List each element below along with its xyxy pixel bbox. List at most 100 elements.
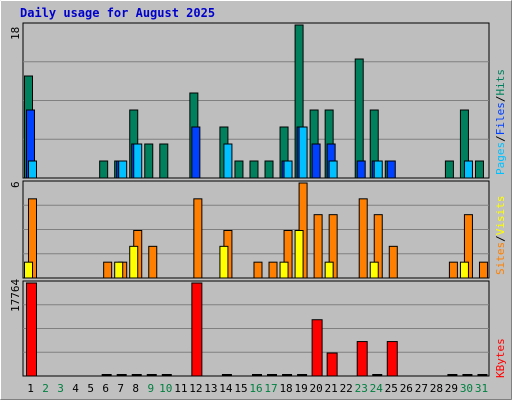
- legend-sep-3: /: [494, 235, 507, 242]
- legend-sep-1: /: [494, 135, 507, 142]
- x-tick-day-11: 11: [174, 382, 187, 395]
- visits-bar-day-1: [24, 261, 33, 279]
- sites-bar-day-25: [388, 245, 398, 279]
- kbytes-bar-day-17: [267, 374, 278, 376]
- kbytes-bar-day-31: [477, 374, 488, 376]
- x-tick-day-6: 6: [102, 382, 109, 395]
- x-tick-day-25: 25: [385, 382, 398, 395]
- visits-bar-day-18: [279, 261, 289, 279]
- sites-bar-day-9: [148, 245, 158, 279]
- legend-hits: Hits: [494, 69, 507, 96]
- legend-visits: Visits: [494, 196, 507, 236]
- pages-bar-day-24: [373, 160, 383, 179]
- kbytes-bar-day-9: [146, 374, 157, 376]
- visits-bar-day-14: [219, 245, 229, 279]
- visits-bar-day-21: [324, 261, 334, 279]
- hits-bar-day-15: [234, 160, 244, 179]
- kbytes-bar-day-8: [131, 374, 142, 376]
- legend-pages: Pages: [494, 142, 507, 175]
- x-tick-day-20: 20: [310, 382, 323, 395]
- visits-bar-day-7: [114, 261, 124, 279]
- kbytes-bar-day-6: [101, 374, 112, 376]
- x-tick-day-4: 4: [72, 382, 79, 395]
- files-bar-day-12: [191, 126, 201, 179]
- kbytes-bar-day-7: [116, 374, 127, 376]
- kbytes-bar-day-29: [447, 374, 458, 376]
- legend-sites: Sites: [494, 242, 507, 275]
- x-tick-day-5: 5: [87, 382, 94, 395]
- hits-files-pages-panel: [22, 22, 490, 179]
- x-tick-day-18: 18: [279, 382, 292, 395]
- hits-bar-day-31: [474, 160, 484, 179]
- x-tick-day-15: 15: [234, 382, 247, 395]
- x-tick-day-16: 16: [249, 382, 262, 395]
- chart-title: Daily usage for August 2025: [20, 6, 215, 20]
- sites-ymax-label: 6: [9, 181, 22, 188]
- pages-bar-day-19: [298, 126, 308, 179]
- sites-visits-panel: [22, 180, 490, 279]
- sites-bar-day-17: [268, 261, 278, 279]
- sites-bar-day-23: [358, 198, 368, 279]
- visits-bar-day-24: [369, 261, 379, 279]
- pages-bar-day-30: [463, 160, 473, 179]
- kbytes-bar-day-25: [386, 341, 398, 377]
- kbytes-bar-day-30: [462, 374, 473, 376]
- kbytes-panel: [22, 280, 490, 377]
- kbytes-bar-day-16: [251, 374, 262, 376]
- legend-sites-visits: Sites/Visits: [494, 196, 507, 276]
- files-bar-day-25: [386, 160, 396, 179]
- x-tick-day-30: 30: [460, 382, 473, 395]
- x-tick-day-10: 10: [159, 382, 172, 395]
- files-bar-day-20: [311, 143, 321, 179]
- x-tick-day-7: 7: [117, 382, 124, 395]
- pages-bar-day-8: [133, 143, 143, 179]
- kbytes-bar-day-18: [282, 374, 293, 376]
- x-tick-day-19: 19: [294, 382, 307, 395]
- x-tick-day-13: 13: [204, 382, 217, 395]
- kbytes-bar-day-24: [372, 374, 383, 376]
- hits-bar-day-6: [99, 160, 109, 179]
- kbytes-bar-day-14: [221, 374, 232, 376]
- x-tick-day-14: 14: [219, 382, 233, 395]
- kbytes-bar-day-20: [311, 319, 323, 377]
- x-tick-day-9: 9: [147, 382, 154, 395]
- x-tick-day-28: 28: [430, 382, 443, 395]
- sites-bar-day-12: [193, 198, 203, 279]
- x-tick-day-17: 17: [264, 382, 277, 395]
- x-tick-day-21: 21: [325, 382, 338, 395]
- x-tick-day-26: 26: [400, 382, 413, 395]
- pages-bar-day-14: [223, 143, 233, 179]
- x-tick-day-24: 24: [370, 382, 384, 395]
- x-tick-day-1: 1: [27, 382, 34, 395]
- x-axis-tick-labels: 1 2 3 4 5 6 7 8 9 10 11 12 13 14 15 16 17 18 19 20 21 22 23 24 2…: [27, 382, 488, 395]
- x-tick-day-23: 23: [355, 382, 368, 395]
- sites-bar-day-16: [253, 261, 263, 279]
- legend-kbytes: KBytes: [494, 338, 507, 378]
- kbytes-ymax-label: 17764: [9, 279, 22, 312]
- pages-bar-day-1: [28, 160, 37, 179]
- files-bar-day-23: [356, 160, 366, 179]
- kbytes-bar-day-10: [161, 374, 172, 376]
- legend-hits-files-pages: Pages/Files/Hits: [494, 69, 507, 175]
- kbytes-bar-day-12: [191, 282, 203, 377]
- kbytes-bar-day-23: [356, 341, 368, 377]
- sites-bar-day-31: [478, 261, 488, 279]
- sites-bar-day-6: [103, 261, 113, 279]
- hits-bar-day-10: [159, 143, 169, 179]
- x-tick-day-2: 2: [42, 382, 49, 395]
- x-tick-day-31: 31: [475, 382, 488, 395]
- pages-bar-day-18: [283, 160, 293, 179]
- visits-bar-day-30: [459, 261, 469, 279]
- hits-bar-day-29: [444, 160, 454, 179]
- visits-bar-day-19: [294, 230, 304, 279]
- legend-files: Files: [494, 102, 507, 135]
- hits-bar-day-16: [249, 160, 259, 179]
- pages-bar-day-7: [118, 160, 128, 179]
- kbytes-bar-day-1: [26, 282, 37, 377]
- x-tick-day-3: 3: [57, 382, 64, 395]
- hits-ymax-label: 18: [9, 27, 22, 40]
- pages-bar-day-21: [328, 160, 338, 179]
- hits-bar-day-9: [144, 143, 154, 179]
- x-tick-day-8: 8: [132, 382, 139, 395]
